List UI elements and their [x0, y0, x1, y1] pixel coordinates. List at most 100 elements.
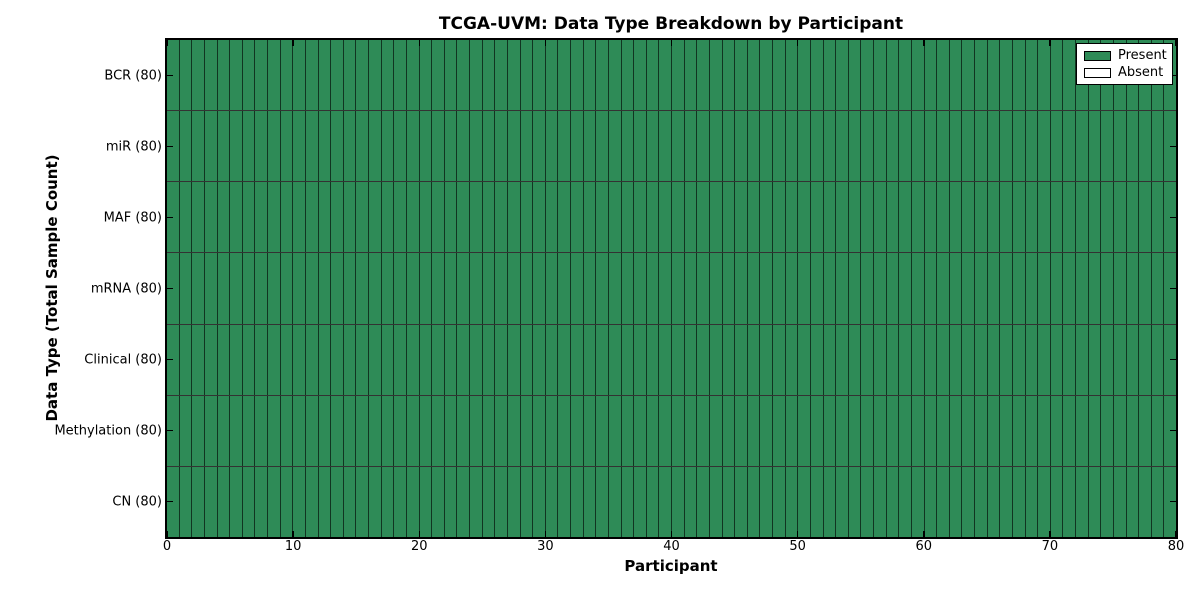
heatmap-cell	[268, 182, 281, 253]
heatmap-cell	[331, 253, 344, 324]
heatmap-cell	[596, 395, 609, 466]
heatmap-cell	[785, 182, 799, 253]
heatmap-cell	[381, 253, 395, 324]
heatmap-cell	[1126, 466, 1140, 537]
heatmap-cell	[394, 182, 407, 253]
heatmap-cell	[608, 182, 622, 253]
heatmap-cell	[293, 253, 306, 324]
heatmap-cell	[1101, 253, 1114, 324]
heatmap-cell	[1151, 182, 1165, 253]
heatmap-cell	[1088, 111, 1102, 182]
heatmap-cell	[798, 40, 811, 111]
heatmap-cell	[457, 395, 470, 466]
heatmap-cell	[331, 182, 344, 253]
heatmap-cell	[369, 253, 382, 324]
heatmap-cell	[406, 182, 420, 253]
heatmap-cell	[722, 40, 736, 111]
chart-title: TCGA-UVM: Data Type Breakdown by Partici…	[438, 14, 904, 34]
heatmap-cell	[810, 40, 824, 111]
heatmap-cell	[861, 466, 874, 537]
heatmap-cell	[659, 182, 672, 253]
legend-swatch-absent	[1084, 67, 1111, 78]
heatmap-cell	[899, 253, 912, 324]
heatmap-cell	[937, 466, 950, 537]
heatmap-cell	[949, 466, 963, 537]
heatmap-cell	[1050, 466, 1064, 537]
heatmap-cell	[1063, 111, 1076, 182]
x-tick-label: 30	[537, 539, 554, 554]
heatmap-cell	[242, 324, 256, 395]
heatmap-cell	[406, 111, 420, 182]
heatmap-cell	[558, 253, 571, 324]
heatmap-cell	[280, 324, 294, 395]
heatmap-cell	[798, 111, 811, 182]
plot-area	[165, 38, 1178, 539]
heatmap-cell	[179, 395, 193, 466]
heatmap-row	[167, 324, 1176, 396]
heatmap-cell	[962, 253, 975, 324]
heatmap-cell	[962, 466, 975, 537]
heatmap-cell	[874, 395, 887, 466]
heatmap-cell	[533, 111, 546, 182]
heatmap-cell	[659, 466, 672, 537]
heatmap-cell	[318, 324, 332, 395]
heatmap-cell	[773, 182, 786, 253]
heatmap-cell	[1000, 395, 1013, 466]
y-tick-label: Methylation (80)	[54, 423, 162, 438]
heatmap-cell	[419, 182, 433, 253]
heatmap-cell	[709, 324, 723, 395]
heatmap-cell	[217, 111, 231, 182]
heatmap-cell	[1076, 395, 1089, 466]
heatmap-cell	[1063, 466, 1076, 537]
heatmap-row	[167, 111, 1176, 183]
heatmap-cell	[1012, 395, 1026, 466]
heatmap-cell	[646, 253, 660, 324]
heatmap-cell	[911, 111, 925, 182]
heatmap-cell	[684, 466, 698, 537]
heatmap-cell	[874, 182, 887, 253]
heatmap-cell	[760, 466, 773, 537]
heatmap-cell	[785, 253, 799, 324]
heatmap-cell	[444, 466, 458, 537]
heatmap-cell	[836, 324, 849, 395]
heatmap-cell	[179, 182, 193, 253]
heatmap-cell	[785, 395, 799, 466]
heatmap-cell	[672, 40, 685, 111]
heatmap-cell	[861, 253, 874, 324]
heatmap-cell	[255, 253, 268, 324]
heatmap-cell	[785, 40, 799, 111]
legend-swatch-present	[1084, 50, 1111, 61]
heatmap-cell	[394, 111, 407, 182]
heatmap-cell	[255, 395, 268, 466]
heatmap-cell	[735, 466, 748, 537]
heatmap-cell	[1151, 395, 1165, 466]
legend-label-present: Present	[1118, 48, 1167, 63]
heatmap-cell	[810, 395, 824, 466]
heatmap-cell	[1038, 395, 1051, 466]
heatmap-cell	[217, 395, 231, 466]
x-axis-label: Participant	[624, 557, 718, 575]
heatmap-cell	[482, 466, 496, 537]
heatmap-cell	[242, 40, 256, 111]
heatmap-cell	[886, 466, 900, 537]
heatmap-cell	[545, 182, 559, 253]
heatmap-cell	[937, 324, 950, 395]
heatmap-cell	[507, 111, 521, 182]
heatmap-cell	[798, 324, 811, 395]
heatmap-cell	[1126, 324, 1140, 395]
heatmap-cell	[1139, 253, 1152, 324]
heatmap-cell	[621, 395, 635, 466]
heatmap-cell	[899, 111, 912, 182]
heatmap-cell	[318, 182, 332, 253]
heatmap-cell	[558, 182, 571, 253]
heatmap-cell	[1000, 182, 1013, 253]
heatmap-cell	[987, 324, 1001, 395]
heatmap-cell	[722, 253, 736, 324]
heatmap-cell	[747, 466, 761, 537]
heatmap-cell	[381, 466, 395, 537]
heatmap-cell	[608, 253, 622, 324]
heatmap-cell	[735, 395, 748, 466]
heatmap-cell	[520, 395, 534, 466]
heatmap-cell	[697, 182, 710, 253]
heatmap-cell	[1088, 182, 1102, 253]
